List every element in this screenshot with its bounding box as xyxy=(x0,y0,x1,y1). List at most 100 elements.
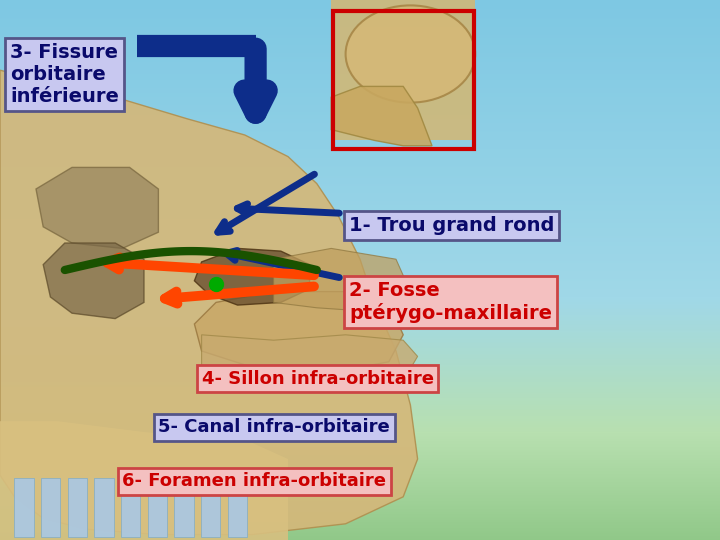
Bar xyxy=(0,74,720,76)
Bar xyxy=(0,20,720,22)
Bar xyxy=(0,482,720,483)
Bar xyxy=(0,47,720,49)
Bar xyxy=(0,8,720,9)
Bar xyxy=(0,58,720,59)
Bar xyxy=(0,231,720,232)
Bar xyxy=(0,119,720,120)
Bar xyxy=(0,465,720,467)
Bar xyxy=(0,112,720,113)
Bar xyxy=(0,246,720,247)
Bar xyxy=(0,428,720,429)
Bar xyxy=(0,102,720,103)
Bar xyxy=(0,285,720,286)
Text: 3- Fissure
orbitaire
inférieure: 3- Fissure orbitaire inférieure xyxy=(10,43,119,106)
Bar xyxy=(0,2,720,3)
Bar xyxy=(0,361,720,362)
Bar xyxy=(0,447,720,448)
Bar xyxy=(0,73,720,74)
Bar xyxy=(0,97,720,98)
Text: 1- Trou grand rond: 1- Trou grand rond xyxy=(349,216,554,235)
Bar xyxy=(0,464,720,465)
Bar xyxy=(0,221,720,222)
Bar xyxy=(0,494,720,496)
Bar xyxy=(0,291,720,292)
Bar xyxy=(0,31,720,32)
Bar xyxy=(0,335,720,336)
Bar xyxy=(0,339,720,340)
Bar xyxy=(0,510,720,512)
Bar xyxy=(0,275,720,276)
Bar xyxy=(0,216,720,217)
Bar xyxy=(0,183,720,184)
Bar xyxy=(0,528,720,529)
Bar xyxy=(0,490,720,491)
Bar xyxy=(0,324,720,325)
Bar xyxy=(0,104,720,105)
Bar xyxy=(0,57,720,58)
Polygon shape xyxy=(194,292,403,373)
Bar xyxy=(0,404,720,405)
Bar xyxy=(0,160,720,162)
Bar xyxy=(0,27,720,28)
Bar xyxy=(0,415,720,416)
Bar xyxy=(0,197,720,198)
Bar xyxy=(0,343,720,345)
Bar xyxy=(0,320,720,321)
Bar xyxy=(0,327,720,328)
Bar xyxy=(0,100,720,102)
Bar xyxy=(0,446,720,447)
Bar xyxy=(0,94,720,96)
Bar xyxy=(0,251,720,252)
Bar xyxy=(0,76,720,77)
Bar xyxy=(0,127,720,128)
Bar xyxy=(0,105,720,106)
Bar xyxy=(0,384,720,386)
Bar xyxy=(0,135,720,136)
Bar xyxy=(0,429,720,431)
Bar xyxy=(0,537,720,539)
Bar xyxy=(0,373,720,374)
Bar xyxy=(0,478,720,480)
Bar xyxy=(0,436,720,437)
Bar xyxy=(0,192,720,193)
Bar xyxy=(0,456,720,458)
Bar xyxy=(0,254,720,255)
Bar xyxy=(0,269,720,270)
Bar xyxy=(0,426,720,427)
Bar xyxy=(0,141,720,143)
Bar xyxy=(0,334,720,335)
Bar xyxy=(0,152,720,154)
Bar xyxy=(0,61,720,62)
Polygon shape xyxy=(68,478,87,537)
Bar xyxy=(0,487,720,489)
Bar xyxy=(0,69,720,70)
Bar xyxy=(0,460,720,462)
Bar xyxy=(0,332,720,333)
Text: 2- Fosse
ptérygo-maxillaire: 2- Fosse ptérygo-maxillaire xyxy=(349,281,552,323)
Bar xyxy=(0,394,720,395)
Bar xyxy=(0,278,720,280)
Bar xyxy=(0,530,720,532)
Bar xyxy=(0,187,720,189)
Bar xyxy=(0,39,720,40)
Bar xyxy=(0,51,720,53)
Bar xyxy=(0,14,720,15)
Bar xyxy=(0,314,720,316)
Bar xyxy=(0,357,720,359)
Bar xyxy=(0,523,720,524)
Text: 5- Canal infra-orbitaire: 5- Canal infra-orbitaire xyxy=(158,418,390,436)
Bar xyxy=(0,292,720,293)
Bar xyxy=(0,370,720,372)
Bar xyxy=(0,177,720,178)
Bar xyxy=(0,162,720,163)
Bar xyxy=(0,124,720,126)
Bar xyxy=(0,243,720,244)
Bar xyxy=(0,341,720,343)
Polygon shape xyxy=(228,478,247,537)
Bar xyxy=(0,214,720,216)
Bar xyxy=(0,273,720,274)
Bar xyxy=(0,19,720,20)
Bar xyxy=(0,103,720,104)
Bar xyxy=(0,362,720,363)
Bar xyxy=(0,50,720,51)
